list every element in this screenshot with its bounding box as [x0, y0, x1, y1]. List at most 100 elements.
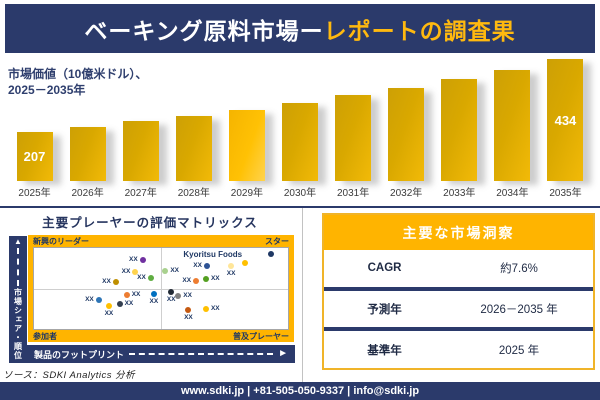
x-axis-tick-label: 2029年	[230, 188, 264, 199]
scatter-point-label: XX	[85, 295, 94, 303]
scatter-dot	[116, 300, 123, 307]
scatter-dot	[105, 303, 112, 310]
scatter-point-label: XX	[226, 270, 236, 278]
arrow-up-icon: ▲	[14, 237, 22, 246]
matrix-y-axis-label: 市場シェア・順位	[13, 288, 23, 360]
scatter-dot	[123, 291, 130, 298]
x-axis-tick-label: 2032年	[390, 188, 423, 199]
chart-subtitle: 市場価値（10億米ドル）、 2025－2035年	[8, 66, 147, 98]
scatter-dot	[112, 279, 119, 286]
matrix-top-band: 新興のリーダー スター	[28, 235, 294, 247]
scatter-dot	[228, 263, 235, 270]
bar-2035年: 434	[547, 59, 584, 181]
scatter-dot	[162, 268, 169, 275]
quadrant-label-top-left: 新興のリーダー	[33, 236, 89, 246]
x-axis-tick-label: 2028年	[177, 188, 210, 199]
quadrant-label-bottom-left: 参加者	[33, 331, 57, 341]
scatter-dot	[202, 305, 209, 312]
bar-2031年	[335, 95, 372, 181]
bar-chart: 207 434	[8, 55, 592, 181]
arrow-right-icon: ►	[278, 348, 288, 359]
scatter-point-label: XX	[183, 291, 192, 299]
scatter-point-label: XX	[102, 278, 111, 286]
report-header: ベーキング原料市場ー レポートの調査果	[5, 4, 595, 53]
footer-bar: www.sdki.jp | +81-505-050-9337 | info@sd…	[0, 382, 600, 400]
scatter-dot	[185, 307, 192, 314]
scatter-point-label: XX	[149, 298, 159, 306]
scatter-point-label: XX	[170, 267, 179, 275]
bar-value-label: 207	[23, 149, 46, 164]
section-divider-vertical	[302, 208, 303, 382]
insights-row-value: 2025 年	[498, 344, 540, 357]
scatter-point-label: XX	[129, 256, 138, 264]
insights-row-separator	[324, 286, 593, 291]
bar-2029年	[228, 109, 265, 181]
scatter-dot	[202, 275, 209, 282]
bar-2032年	[388, 87, 425, 181]
scatter-point-label: XX	[210, 304, 220, 312]
bar-2027年	[122, 121, 159, 181]
report-title-highlight: レポートの調査果	[323, 17, 516, 44]
scatter-point-label: XX	[131, 290, 141, 298]
scatter-dot	[242, 259, 249, 266]
bar-2028年	[175, 115, 212, 181]
x-axis-tick-label: 2026年	[71, 188, 104, 199]
insights-row: 基準年 2025 年	[324, 331, 593, 368]
quadrant-label-top-right: スター	[265, 236, 289, 246]
insights-row: CAGR 約7.6%	[324, 250, 593, 287]
x-axis-tick-label: 2027年	[124, 188, 157, 199]
scatter-dot	[147, 274, 154, 281]
scatter-dot	[193, 278, 200, 285]
scatter-dot	[168, 288, 175, 295]
scatter-point-label: XX	[182, 277, 192, 285]
scatter-dot	[267, 250, 274, 257]
section-divider-horizontal	[0, 206, 600, 208]
report-title-market: ベーキング原料市場ー	[84, 17, 324, 44]
company-label: Kyoritsu Foods	[183, 249, 243, 259]
scatter-point-label: XX	[210, 274, 220, 282]
scatter-dot	[132, 268, 139, 275]
scatter-dot	[203, 263, 210, 270]
matrix-y-axis: ▲ 市場シェア・順位	[9, 236, 27, 363]
insights-row: 予測年 2026－2035 年	[324, 291, 593, 328]
quadrant-divider-horizontal	[34, 288, 288, 290]
scatter-point-label: XX	[124, 299, 134, 307]
footer-contact-text: www.sdki.jp | +81-505-050-9337 | info@sd…	[180, 385, 420, 397]
insights-row-label: 予測年	[367, 304, 402, 316]
matrix-title: 主要プレーヤーの評価マトリックス	[42, 216, 258, 230]
insights-row-label: CAGR	[367, 262, 402, 275]
x-axis-tick-label: 2025年	[18, 188, 51, 199]
x-axis-tick-label: 2033年	[443, 188, 476, 199]
scatter-dot	[139, 257, 146, 264]
bar-2034年	[494, 69, 531, 181]
bar-2030年	[282, 102, 318, 181]
matrix-plot-area: XX XX XX XX XX XX XX Kyoritsu Foods XX XX XX XX XX XX…	[33, 247, 289, 330]
scatter-point-label: XX	[137, 273, 146, 281]
scatter-dot	[95, 296, 102, 303]
chart-subtitle-line2: 2025－2035年	[8, 83, 86, 98]
x-axis-dashed-line	[129, 353, 274, 355]
x-axis-tick-label: 2030年	[283, 188, 317, 199]
scatter-dot	[175, 292, 182, 299]
scatter-point-label: XX	[104, 310, 114, 318]
chart-subtitle-line1: 市場価値（10億米ドル）、	[8, 67, 148, 81]
insights-row-separator	[324, 327, 593, 332]
scatter-point-label: XX	[121, 267, 131, 275]
scatter-point-label: XX	[193, 262, 202, 270]
bar-2033年	[441, 78, 478, 181]
matrix-box: 新興のリーダー スター XX XX XX XX XX XX XX Kyoritsu Foods…	[28, 235, 294, 342]
insights-row-value: 2026－2035 年	[480, 304, 558, 316]
x-axis-tick-label: 2034年	[496, 188, 529, 199]
insights-table-title: 主要な市場洞察	[324, 215, 593, 250]
matrix-x-axis: 製品のフットプリント ►	[27, 345, 295, 363]
x-axis-tick-label: 2031年	[336, 188, 370, 199]
bar-chart-x-axis: 2025年 2026年 2027年 2028年 2029年 2030年 2031年 2032年…	[8, 184, 592, 199]
y-axis-dashed-line	[17, 248, 19, 286]
bar-2026年	[69, 126, 106, 181]
matrix-bottom-band: 参加者 普及プレーヤー	[28, 330, 294, 342]
scatter-dot	[150, 291, 157, 298]
bar-2025年: 207	[16, 132, 53, 181]
matrix-x-axis-label: 製品のフットプリント	[34, 349, 125, 360]
market-insights-table: 主要な市場洞察 CAGR 約7.6% 予測年 2026－2035 年基準年 2025 年	[322, 213, 595, 370]
scatter-point-label: XX	[166, 295, 176, 303]
